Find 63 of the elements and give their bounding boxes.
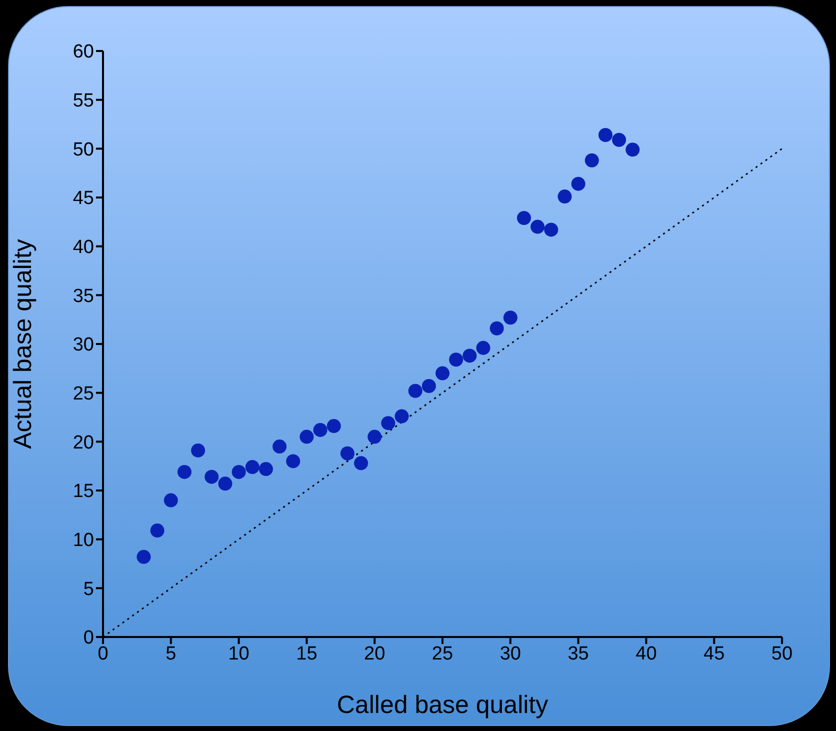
- point: [177, 464, 192, 479]
- point: [612, 132, 626, 147]
- point: [191, 443, 206, 458]
- y-tick-label: 50: [72, 139, 94, 160]
- point: [476, 340, 490, 355]
- point: [340, 446, 354, 460]
- point: [558, 190, 572, 204]
- point: [530, 220, 545, 234]
- y-tick-label: 60: [72, 42, 94, 63]
- point: [272, 440, 287, 454]
- x-axis-title: Called base quality: [336, 691, 549, 719]
- x-tick-label: 15: [296, 643, 318, 664]
- point: [462, 348, 477, 363]
- point: [490, 321, 504, 336]
- point: [626, 142, 640, 157]
- point: [516, 211, 531, 226]
- y-tick-label: 5: [83, 578, 94, 600]
- point: [164, 493, 178, 508]
- y-tick-label: 10: [72, 530, 94, 552]
- point: [503, 310, 518, 325]
- x-tick-label: 30: [500, 643, 521, 664]
- x-tick-label: 5: [166, 643, 176, 664]
- x-tick-label: 0: [98, 643, 108, 664]
- y-axis-title: Actual base quality: [8, 238, 37, 449]
- y-tick-label: 40: [72, 237, 94, 258]
- y-tick-label: 20: [72, 432, 94, 454]
- point: [136, 550, 151, 564]
- point: [394, 409, 409, 424]
- point: [571, 176, 586, 191]
- point: [300, 430, 314, 444]
- y-tick-label: 25: [72, 384, 94, 405]
- point: [449, 352, 464, 367]
- x-tick-label: 40: [636, 643, 657, 664]
- y-tick-label: 55: [72, 90, 94, 112]
- point: [354, 456, 368, 470]
- x-tick-label: 45: [704, 643, 725, 664]
- y-tick-label: 15: [72, 481, 94, 502]
- point: [436, 366, 450, 380]
- point: [598, 128, 612, 142]
- point: [150, 524, 164, 538]
- point: [258, 462, 273, 476]
- y-tick-label: 30: [72, 334, 94, 356]
- point: [313, 422, 328, 437]
- x-tick-label: 50: [771, 643, 793, 664]
- y-tick-label: 0: [83, 628, 94, 649]
- point: [408, 384, 422, 398]
- x-tick-label: 35: [568, 643, 589, 664]
- x-tick-label: 25: [432, 643, 454, 664]
- point: [218, 476, 232, 491]
- point: [245, 460, 260, 474]
- point: [204, 470, 219, 484]
- x-tick-label: 10: [228, 643, 250, 664]
- point: [232, 464, 246, 479]
- point: [286, 454, 300, 468]
- x-tick-label: 20: [364, 643, 386, 664]
- point: [368, 430, 382, 444]
- point: [326, 419, 341, 434]
- point: [381, 416, 396, 430]
- point: [422, 378, 436, 393]
- y-tick-label: 45: [72, 188, 94, 210]
- y-tick-label: 35: [72, 286, 94, 307]
- point: [544, 222, 558, 237]
- point: [584, 153, 599, 168]
